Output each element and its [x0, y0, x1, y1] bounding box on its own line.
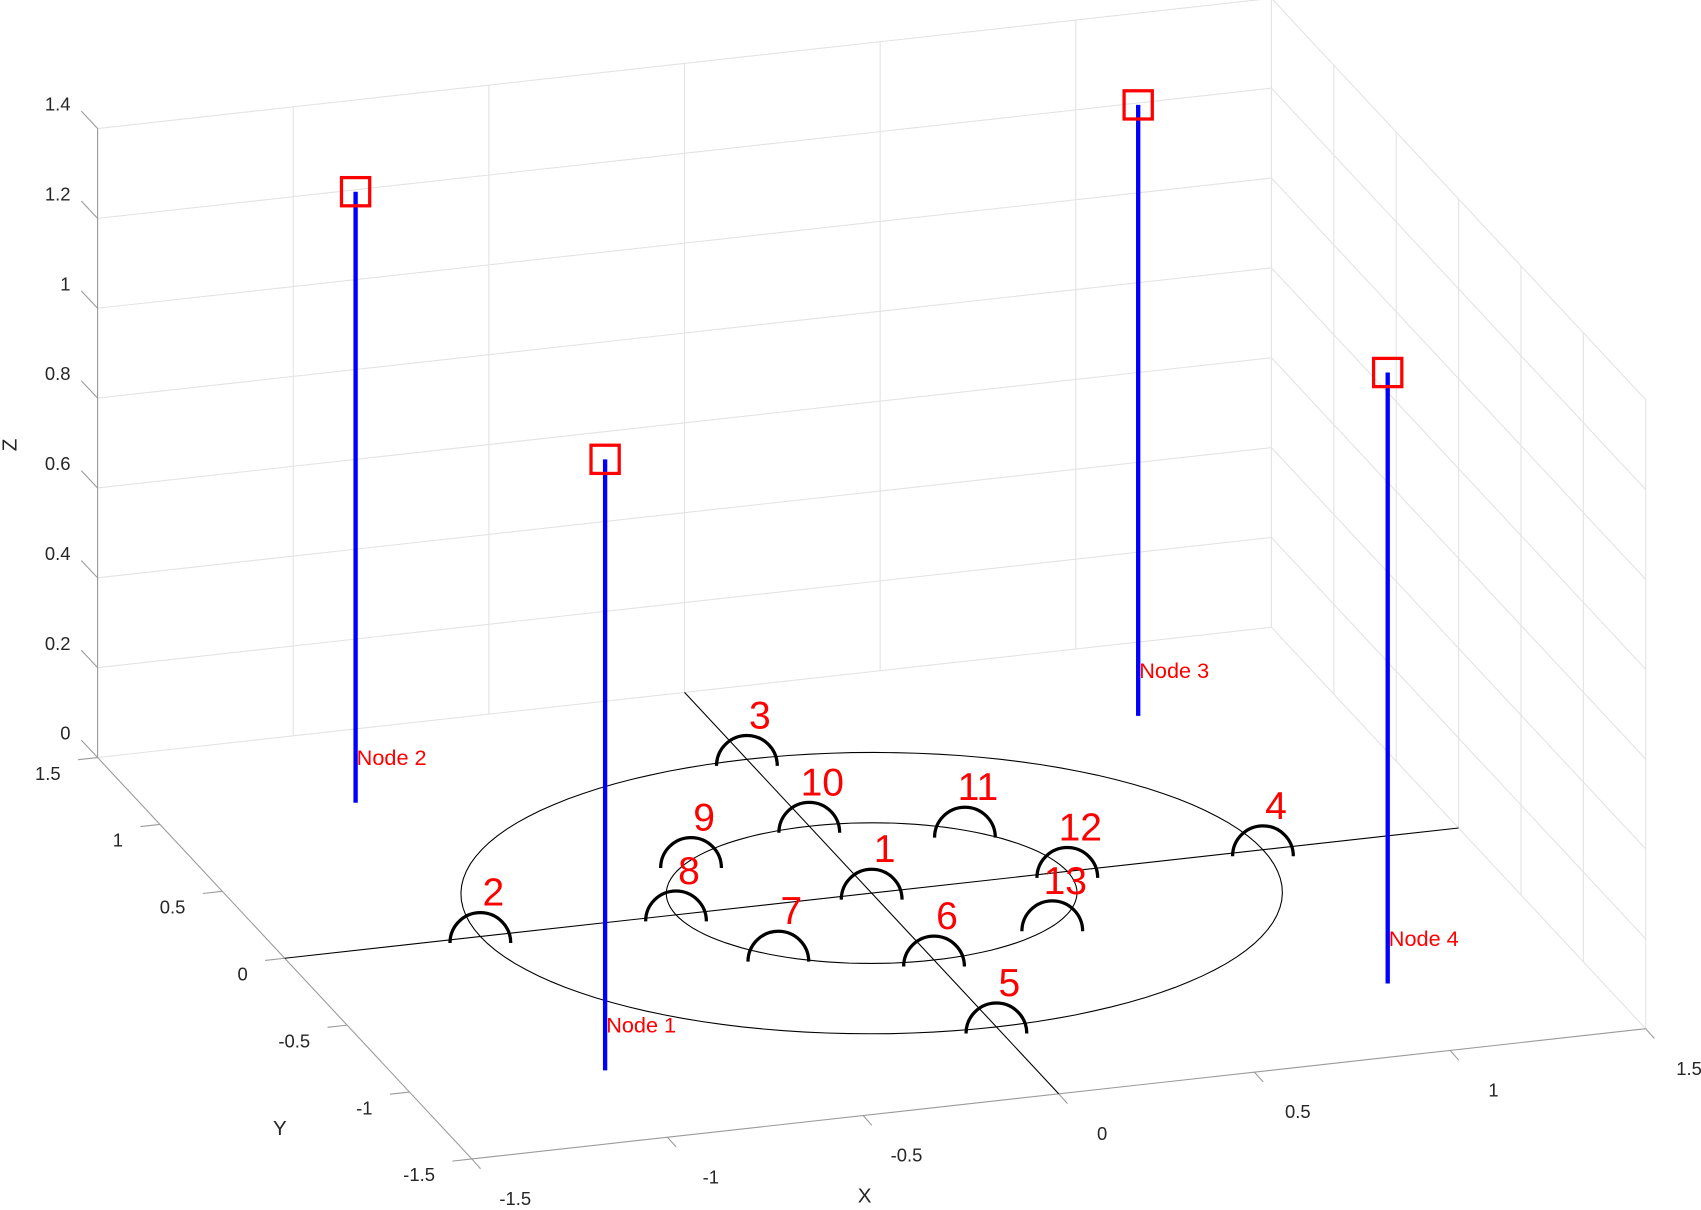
x-tick — [1254, 1071, 1264, 1083]
z-tick-label: 0.2 — [45, 633, 71, 654]
z-tick — [80, 649, 98, 669]
x-tick — [1058, 1093, 1068, 1104]
node-label: Node 2 — [357, 745, 427, 770]
marker-label: 12 — [1059, 806, 1102, 849]
y-tick-label: -1.5 — [403, 1164, 435, 1185]
grid-line — [97, 357, 1272, 489]
marker-arc — [746, 929, 811, 962]
marker-label: 9 — [693, 797, 715, 840]
marker-arc — [714, 733, 779, 766]
y-tick — [77, 756, 98, 761]
marker-label: 13 — [1044, 860, 1087, 903]
y-tick — [327, 1024, 348, 1028]
marker-arc — [1020, 899, 1085, 932]
z-tick-label: 0 — [60, 723, 70, 744]
node-label: Node 4 — [1389, 926, 1459, 951]
y-tick-label: 1.5 — [35, 763, 61, 784]
marker-arc — [932, 805, 997, 838]
y-tick — [389, 1091, 410, 1095]
x-tick — [1449, 1050, 1460, 1061]
node-label: Node 3 — [1139, 658, 1209, 683]
x-tick-label: -1.5 — [499, 1188, 531, 1209]
y-tick — [202, 890, 223, 895]
node-marker — [339, 175, 372, 208]
grid-line — [97, 87, 1272, 219]
grid-line — [1271, 447, 1647, 850]
y-tick — [452, 1158, 472, 1162]
grid-line — [97, 177, 1272, 309]
y-tick-label: 0 — [238, 963, 248, 984]
z-tick — [80, 470, 98, 489]
x-axis-label: X — [858, 1184, 872, 1207]
marker-arc — [777, 800, 842, 833]
x-tick-label: -1 — [703, 1166, 719, 1187]
z-tick-label: 0.6 — [45, 453, 71, 474]
y-tick-label: -1 — [356, 1097, 372, 1118]
marker-arc — [839, 867, 904, 900]
y-axis-label: Y — [273, 1117, 287, 1140]
grid-line — [1271, 177, 1647, 580]
z-tick — [80, 380, 98, 399]
marker-label: 11 — [958, 766, 999, 809]
grid-line — [97, 267, 1272, 399]
grid-line — [97, 447, 1272, 579]
z-tick-label: 0.4 — [45, 543, 71, 564]
grid-line — [1272, 0, 1647, 401]
grid-line — [1271, 537, 1647, 940]
marker-arc — [659, 836, 724, 869]
marker-arc — [902, 934, 967, 967]
x-tick — [471, 1158, 481, 1170]
y-tick-label: -0.5 — [278, 1030, 310, 1051]
z-tick — [80, 200, 98, 219]
z-tick — [80, 290, 98, 309]
z-tick-label: 1.2 — [45, 183, 71, 204]
z-tick — [80, 739, 98, 758]
x-tick — [1645, 1028, 1655, 1039]
x-tick-label: 1.5 — [1676, 1058, 1701, 1079]
node-marker — [1371, 356, 1404, 389]
x-tick-label: 1 — [1488, 1080, 1498, 1101]
marker-label: 6 — [936, 895, 958, 938]
grid-line — [1271, 357, 1647, 760]
z-tick — [80, 560, 98, 579]
marker-arc — [644, 889, 709, 922]
grid-line — [97, 0, 1262, 130]
ring — [460, 751, 1283, 1035]
node-label: Node 1 — [606, 1013, 676, 1038]
marker-arc — [1035, 845, 1100, 878]
z-tick — [80, 110, 98, 129]
z-tick-label: 1.4 — [45, 94, 71, 115]
x-tick-label: 0.5 — [1285, 1101, 1311, 1122]
y-tick — [265, 957, 285, 961]
marker-arc — [448, 911, 513, 944]
z-tick-label: 1 — [60, 273, 70, 294]
z-tick-label: 0.8 — [45, 363, 71, 384]
grid-line — [1271, 87, 1647, 490]
ring — [665, 822, 1078, 964]
grid-line — [1271, 267, 1647, 670]
node-marker — [1122, 89, 1154, 121]
marker-label: 2 — [483, 872, 505, 915]
x-tick — [862, 1115, 873, 1126]
x-tick — [667, 1136, 677, 1148]
marker-arc — [1230, 824, 1295, 857]
marker-label: 3 — [749, 694, 771, 737]
grid-line — [97, 536, 1272, 669]
marker-label: 7 — [781, 890, 803, 933]
y-tick-label: 1 — [113, 830, 123, 851]
marker-label: 4 — [1265, 785, 1287, 828]
y-tick — [140, 823, 161, 828]
marker-label: 8 — [678, 850, 700, 893]
marker-label: 1 — [874, 828, 896, 871]
marker-arc — [964, 1001, 1029, 1034]
x-tick-label: -0.5 — [891, 1145, 923, 1166]
x-tick-label: 0 — [1097, 1123, 1107, 1144]
node-marker — [589, 443, 621, 476]
y-tick-label: 0.5 — [160, 897, 186, 918]
z-axis-label: Z — [0, 439, 21, 452]
marker-label: 5 — [999, 962, 1021, 1005]
marker-label: 10 — [801, 761, 844, 804]
